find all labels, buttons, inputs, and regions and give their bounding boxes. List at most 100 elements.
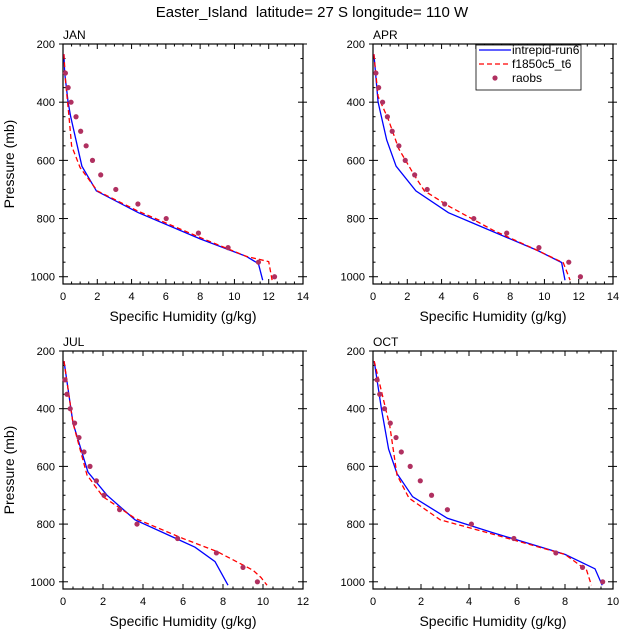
x-tick-label: 8 [562,596,568,608]
y-tick-label: 400 [347,97,365,109]
raobs-point [389,128,395,134]
raobs-point [64,391,70,397]
panel-jan: JAN 0 2 4 6 8 10 12 14 200 400 600 800 1000 Specific H… [1,28,309,324]
x-tick-label: 0 [370,291,376,303]
figure-title: Easter_Island latitude= 27 S longitude= … [156,4,469,21]
x-tick-label: 0 [60,596,66,608]
raobs-point [175,535,181,542]
raobs-point [68,99,74,105]
x-tick-label: 12 [297,596,309,608]
y-tick-label: 1000 [31,272,55,284]
legend-label: intrepid-run6 [512,43,580,57]
legend-label: raobs [512,71,542,85]
y-tick-label: 1000 [341,272,365,284]
panel-jul: JUL 0 2 4 6 8 10 12 200 400 600 800 1000 Specific Hum… [1,335,309,629]
raobs-point [101,492,107,498]
raobs-point [254,579,260,585]
plot-frame [62,43,304,285]
x-tick-label: 4 [466,596,472,608]
raobs-point [577,274,584,280]
legend-swatch-marker [492,75,498,81]
panel-title: JUL [63,335,85,349]
raobs-point [600,579,606,585]
raobs-point [98,172,104,178]
panel-title: JAN [63,28,86,42]
raobs-point [387,420,393,426]
y-tick-label: 200 [347,346,365,358]
raobs-point [62,70,68,76]
x-tick-label: 2 [94,291,100,303]
y-axis-label: Pressure (mb) [1,120,17,209]
raobs-point [373,70,379,76]
x-tick-label: 8 [220,596,226,608]
raobs-point [89,157,96,163]
panel-title: OCT [373,335,399,349]
raobs-point [81,449,87,455]
raobs-point [225,245,231,251]
raobs-point [424,186,430,193]
raobs-point [255,259,262,265]
y-tick-label: 1000 [341,577,365,589]
x-tick-label: 10 [257,596,269,608]
raobs-point [113,186,119,193]
y-axis-label: Pressure (mb) [1,426,17,515]
y-tick-label: 600 [37,155,55,167]
legend-label: f1850c5_t6 [512,57,572,71]
raobs-point [398,449,404,455]
raobs-point [163,215,169,222]
series-line-intrepid-run6 [373,361,603,586]
x-tick-label: 4 [439,291,445,303]
series-line-intrepid-run6 [63,361,229,586]
plot-frame [372,350,614,590]
raobs-point [62,377,68,383]
y-tick-label: 1000 [31,577,55,589]
x-tick-label: 0 [60,291,66,303]
y-tick-label: 200 [37,346,55,358]
raobs-point [504,230,510,236]
y-tick-label: 800 [37,519,55,531]
y-tick-label: 400 [37,97,55,109]
raobs-point [78,128,84,134]
panel-apr: APR 0 2 4 6 8 10 12 14 200 400 600 800 1000 Specific H… [341,28,620,324]
raobs-point [76,434,82,441]
raobs-point [134,521,140,527]
panel-oct: OCT 0 2 4 6 8 10 200 400 600 800 1000 Specific Humid… [341,335,620,629]
raobs-point [412,172,418,178]
raobs-point [240,564,246,570]
raobs-point [67,406,73,412]
raobs-point [376,85,382,91]
x-tick-label: 6 [514,596,520,608]
x-tick-label: 6 [163,291,169,303]
x-tick-label: 12 [573,291,585,303]
x-tick-label: 14 [607,291,619,303]
y-tick-label: 600 [37,461,55,473]
raobs-point [384,114,390,120]
raobs-point [553,550,559,556]
raobs-point [65,85,71,91]
raobs-point [73,114,79,120]
series-line-f1850c5_t6 [373,54,571,281]
raobs-point [402,157,408,163]
raobs-point [93,478,99,484]
raobs-point [374,377,380,383]
x-tick-label: 2 [100,596,106,608]
x-tick-label: 12 [263,291,275,303]
raobs-point [579,564,586,570]
y-tick-label: 400 [37,404,55,416]
raobs-point [117,507,123,513]
raobs-point [393,434,399,441]
panel-title: APR [373,28,398,42]
y-tick-label: 200 [347,39,365,51]
raobs-point [271,274,278,280]
plot-frame [62,350,304,590]
x-axis-label: Specific Humidity (g/kg) [419,613,566,629]
x-axis-label: Specific Humidity (g/kg) [109,308,256,324]
raobs-point [407,463,413,469]
raobs-point [536,245,542,251]
x-tick-label: 10 [228,291,240,303]
raobs-point [468,521,474,527]
x-axis-label: Specific Humidity (g/kg) [419,308,566,324]
y-tick-label: 600 [347,155,365,167]
